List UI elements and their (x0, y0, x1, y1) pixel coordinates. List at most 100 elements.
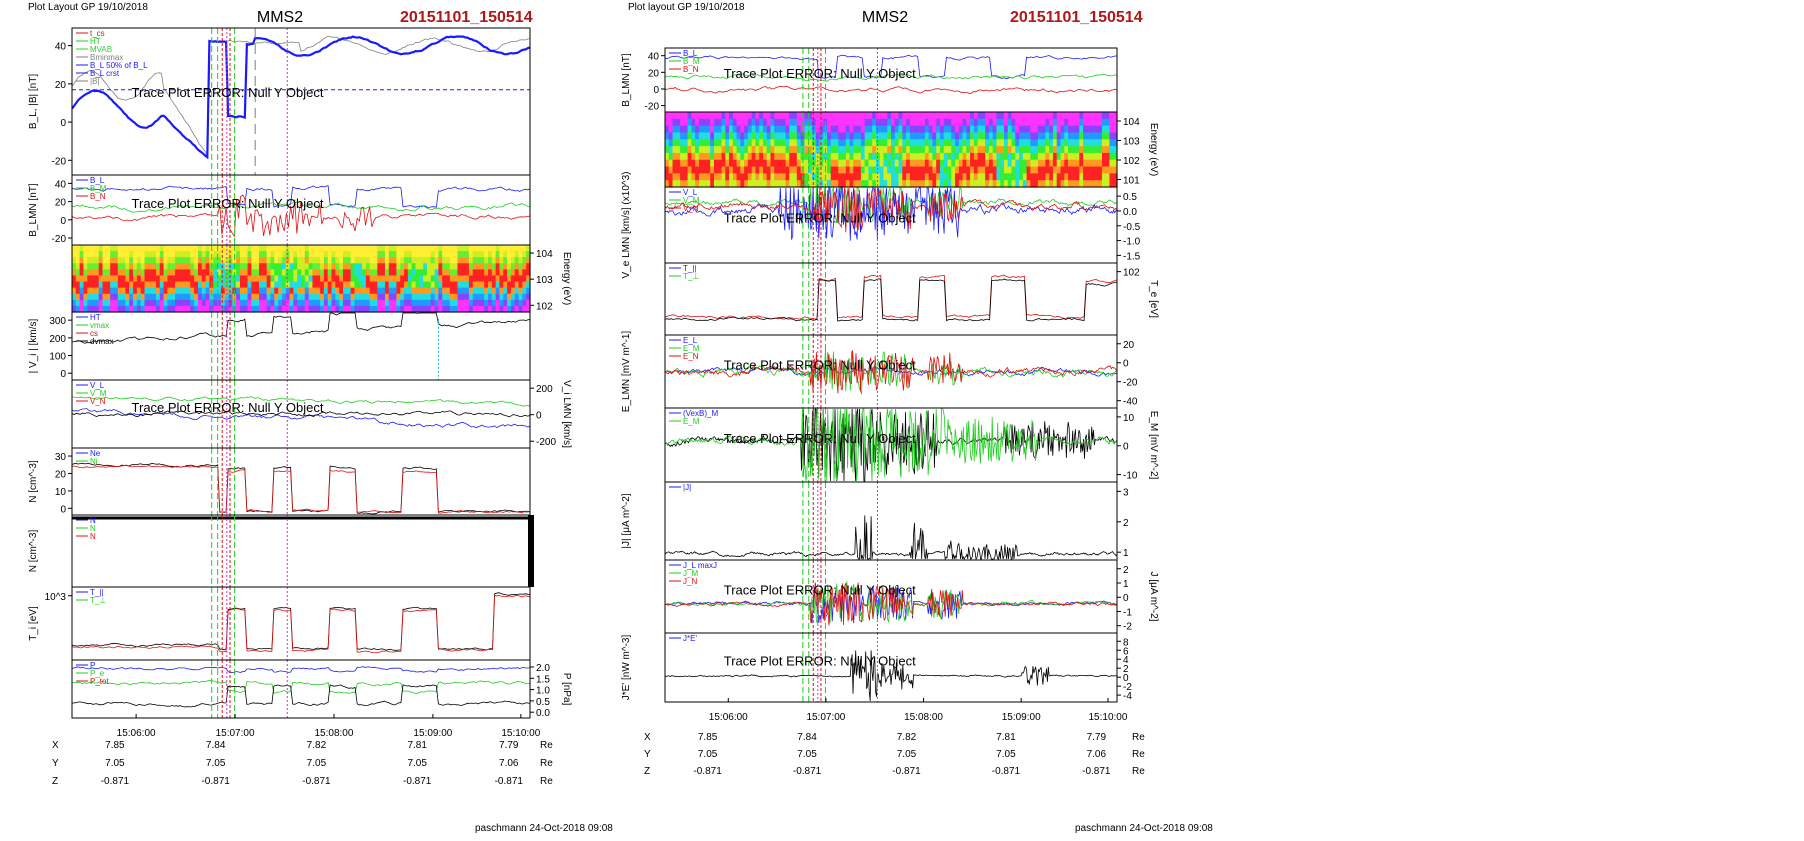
spectrogram-cell (668, 173, 674, 181)
spectrogram-cell (79, 263, 85, 270)
orbit-unit: Re (540, 740, 553, 751)
spectrogram-cell (411, 245, 417, 252)
spectrogram-cell (304, 287, 310, 295)
spectrogram-cell (446, 263, 451, 270)
spectrogram-cell (939, 132, 945, 140)
spectrogram-cell (826, 146, 832, 154)
orbit-unit: Re (1132, 766, 1145, 777)
spectrogram-cell (796, 152, 802, 161)
spectrogram-cell (1004, 125, 1009, 134)
orbit-row-label: Z (52, 776, 58, 787)
spectrogram-cell (461, 287, 466, 295)
spectrogram-cell (136, 257, 142, 264)
spectrogram-cell (736, 112, 741, 120)
spectrogram-cell (717, 180, 723, 188)
spectrogram-cell (936, 173, 941, 181)
spectrogram-cell (1113, 159, 1118, 168)
spectrogram-cell (293, 299, 298, 307)
spectrogram-cell (392, 263, 398, 270)
spectrogram-cell (913, 132, 918, 140)
spectrogram-cell (981, 118, 986, 127)
spectrogram-cell (415, 269, 420, 277)
spectrogram-cell (518, 275, 523, 283)
spectrogram-cell (480, 251, 485, 258)
spectrogram-cell (1071, 166, 1077, 174)
spectrogram-cell (342, 281, 348, 289)
spectrogram-cell (793, 139, 798, 147)
spectrogram-cell (1105, 146, 1111, 154)
spectrogram-cell (958, 152, 964, 161)
spectrogram-cell (510, 269, 516, 277)
spectrogram-cell (939, 112, 945, 120)
spectrogram-cell (838, 125, 843, 134)
spectrogram-cell (167, 257, 172, 264)
spectrogram-cell (163, 269, 169, 277)
spectrogram-cell (1037, 132, 1043, 140)
spectrogram-cell (849, 166, 854, 174)
spectrogram-cell (484, 275, 489, 283)
spectrogram-cell (672, 125, 677, 134)
spectrogram-cell (819, 112, 824, 120)
spectrogram-cell (1090, 118, 1095, 127)
orbit-row-label: Y (644, 749, 651, 760)
spectrogram-cell (155, 257, 161, 264)
spectrogram-cell (879, 152, 885, 161)
spectrogram-cell (175, 281, 180, 289)
spectrogram-cell (736, 180, 741, 188)
spectrogram-cell (186, 251, 191, 258)
spectrogram-cell (815, 159, 821, 168)
spectrogram-cell (266, 251, 272, 258)
spectrogram-cell (155, 299, 161, 307)
spectrogram-cell (1060, 112, 1065, 120)
spectrogram-cell (695, 180, 700, 188)
spectrogram-cell (495, 263, 501, 270)
spectrogram-cell (943, 166, 949, 174)
spectrogram-cell (217, 293, 222, 301)
spectrogram-cell (121, 257, 127, 264)
spectrogram-cell (499, 251, 504, 258)
spectrogram-cell (676, 146, 681, 154)
spectrogram-cell (358, 293, 363, 301)
spectrogram-cell (514, 287, 520, 295)
spectrogram-cell (312, 263, 317, 270)
spectrogram-cell (973, 173, 979, 181)
spectrogram-cell (970, 166, 975, 174)
spectrogram-cell (1004, 166, 1009, 174)
spectrogram-cell (713, 159, 719, 168)
spectrogram-cell (1094, 146, 1099, 154)
spectrogram-cell (860, 166, 866, 174)
spectrogram-cell (327, 305, 333, 313)
event-id: 20151101_150514 (400, 9, 533, 26)
orbit-value: 7.85 (105, 740, 125, 751)
series-line-Pe (71, 684, 531, 708)
y-tick-label: 1.5 (536, 674, 550, 685)
spectrogram-cell (350, 275, 356, 283)
spectrogram-cell (503, 287, 508, 295)
spectrogram-cell (377, 299, 382, 307)
spectrogram-cell (136, 299, 142, 307)
spectrogram-cell (510, 281, 516, 289)
spectrogram-cell (113, 281, 119, 289)
spectrogram-cell (815, 112, 821, 120)
spectrogram-cell (1041, 173, 1047, 181)
spectrogram-cell (1015, 139, 1020, 147)
spectrogram-cell (480, 287, 485, 295)
spectrogram-cell (327, 251, 333, 258)
spectrogram-cell (755, 125, 760, 134)
spectrogram-cell (996, 180, 1001, 188)
spectrogram-cell (316, 281, 321, 289)
spectrogram-cell (1022, 173, 1028, 181)
spectrogram-cell (1037, 125, 1043, 134)
spectrogram-cell (178, 269, 184, 277)
spectrogram-cell (465, 287, 470, 295)
spectrogram-cell (668, 118, 674, 127)
spectrogram-cell (857, 118, 862, 127)
spectrogram-cell (365, 263, 371, 270)
spectrogram-cell (702, 125, 708, 134)
spectrogram-cell (985, 118, 990, 127)
spectrogram-cell (480, 275, 485, 283)
spectrogram-cell (834, 146, 839, 154)
spectrogram-cell (985, 152, 990, 161)
spectrogram-cell (849, 125, 854, 134)
legend-label: B_N (90, 192, 106, 201)
